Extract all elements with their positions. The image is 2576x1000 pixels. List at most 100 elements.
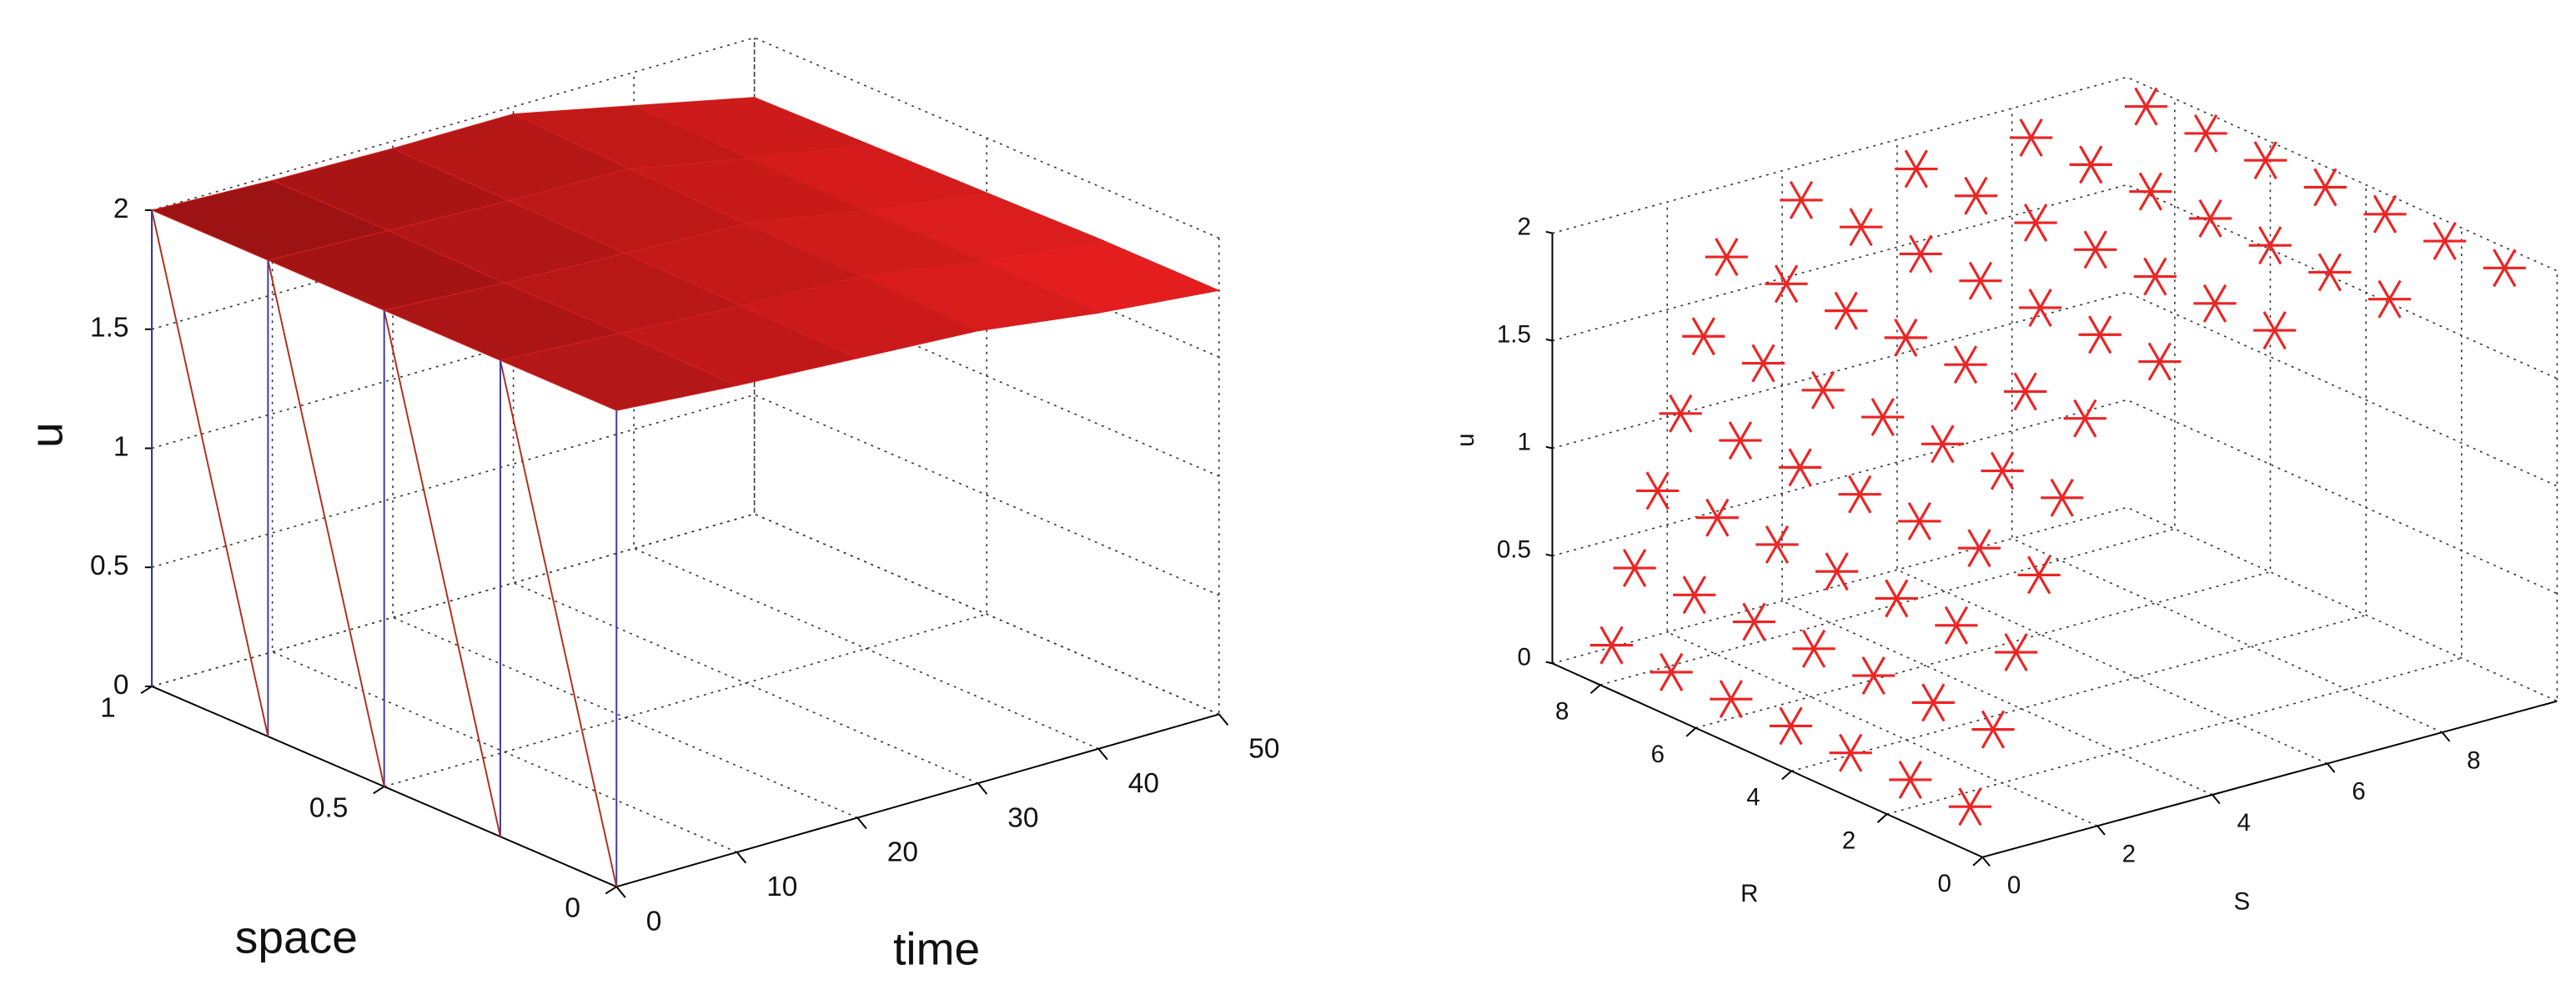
scatter-point [2248, 226, 2292, 265]
z-tick-label: 1.5 [90, 313, 129, 344]
tick-mark [2212, 794, 2221, 805]
grid-line [1666, 202, 2098, 827]
scatter-point [2308, 253, 2352, 292]
x-axis-label: R [1740, 880, 1758, 907]
scatter-point [1613, 549, 1656, 587]
scatter-point [1778, 448, 1822, 487]
scatter-point [1829, 733, 1872, 772]
asterisk-stroke [2083, 230, 2107, 269]
scatter-point [1741, 344, 1785, 383]
asterisk-stroke [1967, 529, 1991, 568]
scatter-point [1884, 318, 1927, 357]
y-tick-label: 30 [1007, 802, 1038, 833]
scatter-point [1957, 529, 2001, 568]
scatter-point [1650, 652, 1693, 691]
scatter-point [1838, 475, 1881, 514]
asterisk-stroke [2493, 249, 2517, 288]
y-tick-label: 50 [1248, 734, 1279, 765]
scatter-point [2483, 249, 2526, 288]
scatter-point [2368, 279, 2412, 319]
tick-mark [977, 782, 988, 795]
scatter-point [2041, 478, 2084, 517]
y-axis-label: time [893, 922, 980, 974]
scatter-point [2184, 114, 2227, 153]
scatter-point [1780, 180, 1823, 219]
scatter-point [1659, 394, 1702, 433]
asterisk-stroke [2026, 555, 2051, 595]
grid-line [151, 274, 1220, 477]
z-tick-label: 0.5 [90, 550, 129, 581]
asterisk-stroke [2253, 141, 2277, 180]
asterisk-stroke [1691, 317, 1715, 356]
front-mesh-diagonal [500, 359, 618, 887]
scatter-point [2253, 311, 2297, 350]
asterisk-stroke [1751, 344, 1775, 383]
x-tick-label: 0 [1937, 870, 1951, 897]
asterisk-stroke [1904, 149, 1928, 188]
scatter-point [1944, 345, 1987, 384]
scatter-point [2138, 342, 2182, 381]
tick-mark [1545, 661, 1553, 665]
scatter-point [1769, 706, 1813, 746]
scatter-point [1994, 633, 2038, 671]
y-tick-label: 2 [2122, 841, 2136, 868]
asterisk-stroke [1885, 579, 1909, 618]
z-tick-label: 1 [113, 431, 129, 462]
asterisk-stroke [2134, 87, 2158, 126]
asterisk-stroke [1968, 261, 1993, 300]
scatter-point [2244, 141, 2287, 180]
asterisk-stroke [1669, 394, 1693, 433]
tick-mark [1876, 813, 1888, 823]
asterisk-stroke [1953, 345, 1978, 384]
scatter-point [2004, 372, 2047, 411]
grid-line [1599, 98, 2176, 686]
tick-mark [1685, 727, 1697, 737]
scatter-point [1695, 498, 1739, 537]
y-tick-label: 4 [2237, 809, 2250, 837]
x-axis-label: space [235, 912, 358, 963]
tick-mark [2096, 825, 2106, 836]
scatter-point [1954, 176, 1998, 215]
x-tick-label: 8 [1555, 697, 1569, 725]
scatter-point [1971, 710, 2015, 749]
asterisk-stroke [1765, 525, 1790, 564]
z-axis-label: u [1452, 433, 1479, 446]
scatter-point [1861, 398, 1905, 437]
grid-line [1552, 506, 2558, 702]
scatter-point [1921, 425, 1964, 464]
asterisk-stroke [2193, 114, 2218, 153]
scatter-point [2363, 194, 2407, 234]
asterisk-stroke [1705, 498, 1730, 537]
scatter-point [1825, 291, 1868, 330]
scatter-point [1589, 626, 1634, 665]
scatter-point [1755, 525, 1799, 564]
scatter-point [1682, 317, 1725, 356]
scatter-point [2069, 145, 2112, 184]
z-tick-label: 1.5 [1497, 320, 1531, 348]
grid-line [2011, 108, 2443, 733]
grid-line [1552, 76, 2558, 272]
asterisk-stroke [1660, 652, 1684, 691]
scatter-point [1673, 575, 1716, 615]
tick-mark [736, 852, 747, 864]
scatter-point [1765, 264, 1808, 304]
scatter-point [2303, 168, 2347, 207]
x-tick-label: 2 [1842, 827, 1855, 854]
asterisk-stroke [2138, 172, 2163, 211]
asterisk-stroke [1789, 180, 1814, 219]
scatter-point [1705, 238, 1748, 277]
scatter-point [1719, 421, 1762, 460]
asterisk-stroke [2050, 478, 2074, 517]
asterisk-stroke [1715, 238, 1739, 277]
asterisk-stroke [1599, 626, 1624, 665]
tick-mark [856, 817, 867, 830]
scatter-point [2129, 172, 2172, 211]
scatter-point [1852, 656, 1896, 696]
y-tick-label: 0 [646, 906, 662, 937]
grid-line [1781, 170, 2213, 796]
z-tick-label: 0.5 [1497, 535, 1531, 563]
scatter-point [1911, 683, 1955, 722]
scatter-point [1981, 451, 2024, 490]
asterisk-stroke [1682, 575, 1706, 615]
